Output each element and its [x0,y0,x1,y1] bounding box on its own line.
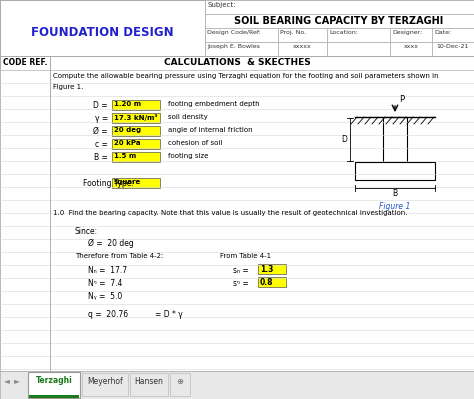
Bar [112,100,160,110]
Bar [278,28,327,42]
Text: Terzaghi: Terzaghi [36,376,73,385]
Bar [390,42,432,56]
Bar [278,42,327,56]
Bar [327,28,390,42]
Text: Nᵑ =  7.4: Nᵑ = 7.4 [88,279,122,288]
Text: 0.8: 0.8 [260,278,273,287]
Text: Footing Type:: Footing Type: [83,179,134,188]
Text: FOUNDATION DESIGN: FOUNDATION DESIGN [31,26,173,38]
Text: γ =: γ = [95,114,108,123]
Bar [0,0,205,70]
Bar [0,70,474,371]
Bar [0,70,50,371]
Bar [0,371,474,399]
Text: 1.20 m: 1.20 m [114,101,141,107]
Text: 10-Dec-21: 10-Dec-21 [437,44,469,49]
Text: CALCULATIONS  & SKECTHES: CALCULATIONS & SKECTHES [164,58,310,67]
Text: Meyerhof: Meyerhof [87,377,123,386]
Text: D =: D = [93,101,108,110]
Text: Figure 1.: Figure 1. [53,84,83,90]
Text: ►: ► [14,376,20,385]
Text: Ø =  20 deg: Ø = 20 deg [88,239,134,248]
Text: B =: B = [94,153,108,162]
Bar [170,373,190,396]
Bar [258,264,286,274]
Text: Nᵧ =  5.0: Nᵧ = 5.0 [88,292,122,301]
Bar [112,178,160,188]
Text: P: P [399,95,404,104]
Text: square: square [114,179,141,185]
Text: From Table 4-1: From Table 4-1 [220,253,271,259]
Text: c =: c = [95,140,108,149]
Text: soil density: soil density [168,114,208,120]
Text: Therefore from Table 4-2:: Therefore from Table 4-2: [75,253,164,259]
Text: angle of internal friction: angle of internal friction [168,127,253,133]
Bar [112,139,160,149]
Bar [205,28,278,42]
Text: SOIL BEARING CAPACITY BY TERZAGHI: SOIL BEARING CAPACITY BY TERZAGHI [234,16,444,26]
Bar [355,162,435,180]
Bar [29,395,79,398]
Text: 20 deg: 20 deg [114,127,141,133]
Bar [82,373,128,396]
Text: 1.3: 1.3 [260,265,273,274]
Text: footing size: footing size [168,153,209,159]
Text: 1.0  Find the bearing capacity. Note that this value is usually the result of ge: 1.0 Find the bearing capacity. Note that… [53,210,408,216]
Bar [0,0,474,70]
Text: D: D [341,134,347,144]
Text: Joseph E. Bowles: Joseph E. Bowles [207,44,260,49]
Text: q =  20.76: q = 20.76 [88,310,128,319]
Text: Date:: Date: [434,30,451,35]
Text: xxxx: xxxx [403,44,419,49]
Text: Compute the allowable bearing pressure using Terzaghi equation for the footing a: Compute the allowable bearing pressure u… [53,73,438,79]
Bar [205,14,474,28]
Bar [205,0,474,14]
Text: Nₙ =  17.7: Nₙ = 17.7 [88,266,127,275]
Bar [28,372,80,398]
Bar [112,113,160,123]
Bar [327,42,390,56]
Text: Designer:: Designer: [392,30,422,35]
Text: Proj. No.: Proj. No. [280,30,306,35]
Text: Since:: Since: [75,227,98,236]
Text: Subject:: Subject: [208,2,237,8]
Text: Figure 1: Figure 1 [379,202,410,211]
Text: Design Code/Ref:: Design Code/Ref: [207,30,261,35]
Text: CODE REF.: CODE REF. [3,58,47,67]
Text: 17.3 kN/m³: 17.3 kN/m³ [114,114,157,121]
Text: sᵑ =: sᵑ = [233,279,249,288]
Text: Ø =: Ø = [93,127,108,136]
Text: footing embedment depth: footing embedment depth [168,101,260,107]
Text: Hansen: Hansen [135,377,164,386]
Bar [112,152,160,162]
Text: 1.5 m: 1.5 m [114,153,136,159]
Text: cohesion of soil: cohesion of soil [168,140,222,146]
Bar [0,56,50,70]
Text: 20 kPa: 20 kPa [114,140,140,146]
Text: Location:: Location: [329,30,358,35]
Bar [390,28,432,42]
Text: ◄: ◄ [4,376,10,385]
Text: sₙ =: sₙ = [233,266,249,275]
Bar [205,42,278,56]
Text: ⊕: ⊕ [176,377,183,386]
Text: xxxxx: xxxxx [293,44,312,49]
Text: B: B [392,189,398,198]
Bar [432,28,474,42]
Bar [432,42,474,56]
Text: = D * γ: = D * γ [155,310,183,319]
Bar [130,373,168,396]
Bar [112,126,160,136]
Bar [0,56,474,70]
Bar [383,117,407,162]
Bar [258,277,286,287]
